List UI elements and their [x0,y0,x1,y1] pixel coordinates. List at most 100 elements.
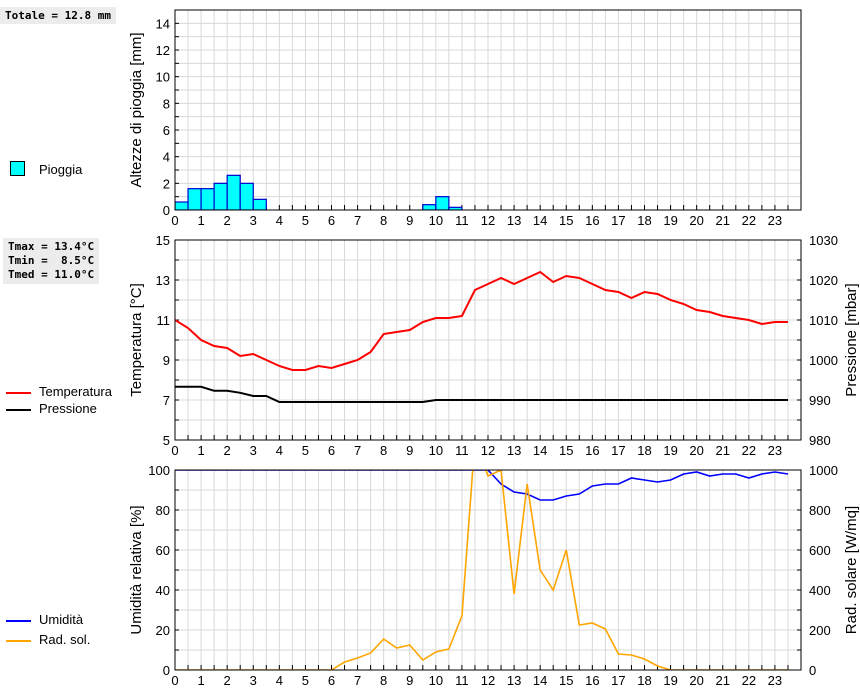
y2-tick-label: 1000 [809,353,838,368]
x-tick-label: 19 [663,213,677,228]
x-tick-label: 0 [171,443,178,458]
y2-axis-label: Rad. solare [W/mq] [843,506,860,634]
y2-tick-label: 990 [809,393,831,408]
y-tick-label: 0 [163,203,170,218]
y-tick-label: 15 [156,233,170,248]
tmin: Tmin = 8.5°C [8,254,95,267]
rain-bar [226,174,241,210]
rain-bar [200,188,215,210]
legend-rad-label: Rad. sol. [39,632,91,647]
y-tick-label: 100 [148,463,170,478]
x-tick-label: 10 [429,443,443,458]
x-tick-label: 6 [328,443,335,458]
y-tick-label: 12 [156,43,170,58]
x-tick-label: 22 [742,673,756,688]
x-tick-label: 2 [224,673,231,688]
y2-tick-label: 0 [809,663,816,678]
y-tick-label: 0 [163,663,170,678]
y2-tick-label: 1030 [809,233,838,248]
x-tick-label: 3 [250,443,257,458]
plot-frame [174,469,802,671]
x-tick-label: 9 [406,443,413,458]
x-tick-label: 17 [611,673,625,688]
y-axis-label: Temperatura [°C] [128,283,145,397]
x-tick-label: 21 [716,673,730,688]
series-radsol-line [175,470,788,670]
x-tick-label: 11 [455,213,469,228]
tmed: Tmed = 11.0°C [8,268,95,281]
x-tick-label: 14 [533,443,547,458]
y2-tick-label: 600 [809,543,831,558]
legend-press-label: Pressione [39,401,97,416]
series-pressione-line [175,385,788,403]
x-tick-label: 0 [171,213,178,228]
x-tick-label: 12 [481,673,495,688]
temp-line-icon [6,392,31,394]
rad-line-icon [6,640,31,642]
y-tick-label: 13 [156,273,170,288]
temp-stats-box: Tmax = 13.4°C Tmin = 8.5°C Tmed = 11.0°C [3,238,100,284]
y-tick-label: 11 [157,313,171,328]
x-tick-label: 23 [768,673,782,688]
x-tick-label: 21 [716,213,730,228]
x-tick-label: 20 [689,213,703,228]
x-tick-label: 20 [689,673,703,688]
legend-temp-label: Temperatura [39,384,112,399]
y2-tick-label: 1020 [809,273,838,288]
x-tick-label: 22 [742,443,756,458]
tmax: Tmax = 13.4°C [8,240,95,253]
x-tick-label: 4 [276,213,283,228]
rain-bar [239,182,254,210]
y2-tick-label: 800 [809,503,831,518]
y-tick-label: 8 [163,96,170,111]
x-tick-label: 11 [455,443,469,458]
x-tick-label: 4 [276,673,283,688]
x-tick-label: 8 [380,443,387,458]
y-tick-label: 2 [163,176,170,191]
x-tick-label: 16 [585,213,599,228]
x-tick-label: 5 [302,213,309,228]
y-tick-label: 20 [156,623,170,638]
x-tick-label: 11 [455,673,469,688]
x-tick-label: 12 [481,213,495,228]
x-tick-label: 2 [224,443,231,458]
y-tick-label: 6 [163,123,170,138]
data-layer [175,470,789,670]
x-tick-label: 22 [742,213,756,228]
series-temperatura-line [175,270,788,371]
x-tick-label: 15 [559,213,573,228]
x-tick-label: 17 [611,213,625,228]
rain-bar [422,204,437,210]
rain-bar [435,196,450,210]
x-tick-label: 7 [354,673,361,688]
series-umidit-line [175,470,789,501]
x-tick-label: 18 [637,443,651,458]
x-tick-label: 14 [533,213,547,228]
x-tick-label: 19 [663,673,677,688]
hum-line-icon [6,620,31,622]
y-tick-label: 40 [156,583,170,598]
x-tick-label: 18 [637,213,651,228]
y2-tick-label: 1010 [809,313,838,328]
x-tick-label: 13 [507,673,521,688]
plot-frame [174,9,802,211]
legend-rain-label: Pioggia [39,162,83,177]
x-tick-label: 2 [224,213,231,228]
x-tick-label: 10 [429,213,443,228]
x-tick-label: 9 [406,673,413,688]
x-tick-label: 6 [328,673,335,688]
y-tick-label: 9 [163,353,170,368]
y-tick-label: 4 [163,150,170,165]
x-tick-label: 13 [507,213,521,228]
rain-bar [175,201,189,210]
x-tick-label: 16 [585,673,599,688]
y2-tick-label: 200 [809,623,831,638]
rain-bar [187,188,202,210]
legend-hum-label: Umidità [39,612,84,627]
x-tick-label: 9 [406,213,413,228]
x-tick-label: 15 [559,673,573,688]
y-tick-label: 7 [163,393,170,408]
data-layer [175,174,463,210]
